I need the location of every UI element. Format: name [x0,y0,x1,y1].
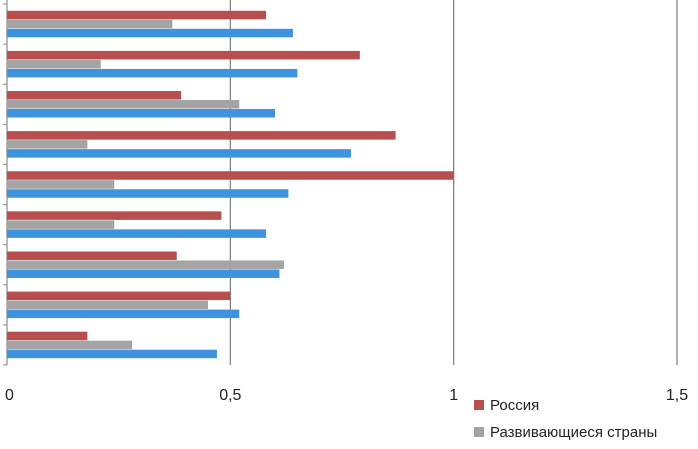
y-axis [3,0,8,366]
bar-series-1-cat-4 [7,131,396,140]
gridlines [229,0,678,365]
bar-series-3-cat-3 [7,109,275,118]
bar-series-1-cat-9 [7,331,88,341]
bar-series-1-cat-8 [7,291,231,301]
bar-series-2-cat-5 [7,180,115,189]
bar-series-3-cat-1 [7,28,293,38]
legend: Россия Развивающиеся страны [474,397,657,441]
bar-series-3-cat-9 [7,349,217,359]
bar-series-2-cat-2 [7,59,101,69]
x-tick-label: 0,5 [219,387,241,404]
bar-series-2-cat-8 [7,300,208,310]
x-tick-labels: 0 0,5 1 1,5 [5,387,688,404]
bar-series-3-cat-7 [7,269,280,278]
bar-series-3-cat-4 [7,149,351,158]
x-tick-label: 0 [5,387,14,404]
bar-series-3-cat-5 [7,189,289,198]
legend-label: Россия [490,397,539,414]
bar-series-3-cat-6 [7,229,267,238]
bar-series-1-cat-5 [7,171,454,180]
bar-series-2-cat-7 [7,260,284,269]
bar-series-1-cat-6 [7,211,222,220]
bar-series-2-cat-6 [7,220,115,229]
bar-series-2-cat-1 [7,19,173,29]
bar-series-1-cat-1 [7,10,267,20]
bar-series-1-cat-3 [7,91,182,100]
x-tick-label: 1 [449,387,458,404]
bar-series-2-cat-3 [7,100,240,109]
legend-label: Развивающиеся страны [490,424,657,441]
bar-series-2-cat-9 [7,340,133,350]
legend-swatch [474,427,484,437]
bar-series-3-cat-2 [7,68,298,78]
bars [7,10,454,359]
legend-swatch [474,400,484,410]
bar-series-1-cat-7 [7,251,177,260]
x-tick-label: 1,5 [666,387,688,404]
bar-series-2-cat-4 [7,140,88,149]
bar-series-1-cat-2 [7,50,360,60]
bar-series-3-cat-8 [7,309,240,319]
